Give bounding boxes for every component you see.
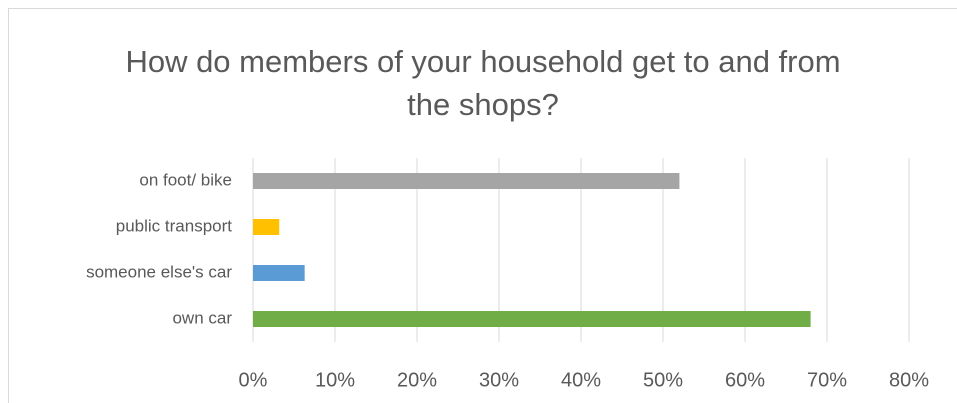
x-tick-label: 0% — [239, 369, 268, 391]
x-tick-label: 70% — [807, 369, 847, 391]
x-tick-label: 60% — [725, 369, 765, 391]
x-tick-label: 20% — [397, 369, 437, 391]
y-tick-label: own car — [172, 308, 232, 327]
y-tick-label: on foot/ bike — [139, 170, 232, 189]
y-tick-label: public transport — [116, 216, 233, 235]
bar — [253, 173, 680, 189]
x-tick-label: 50% — [643, 369, 683, 391]
bar — [253, 265, 305, 281]
x-tick-label: 40% — [561, 369, 601, 391]
chart-title: How do members of your household get to … — [125, 44, 841, 122]
bar — [253, 219, 280, 235]
bar — [253, 311, 811, 327]
x-tick-label: 80% — [889, 369, 929, 391]
x-tick-label: 30% — [479, 369, 519, 391]
chart-border — [8, 8, 957, 403]
y-tick-label: someone else's car — [86, 262, 232, 281]
x-tick-label: 10% — [315, 369, 355, 391]
